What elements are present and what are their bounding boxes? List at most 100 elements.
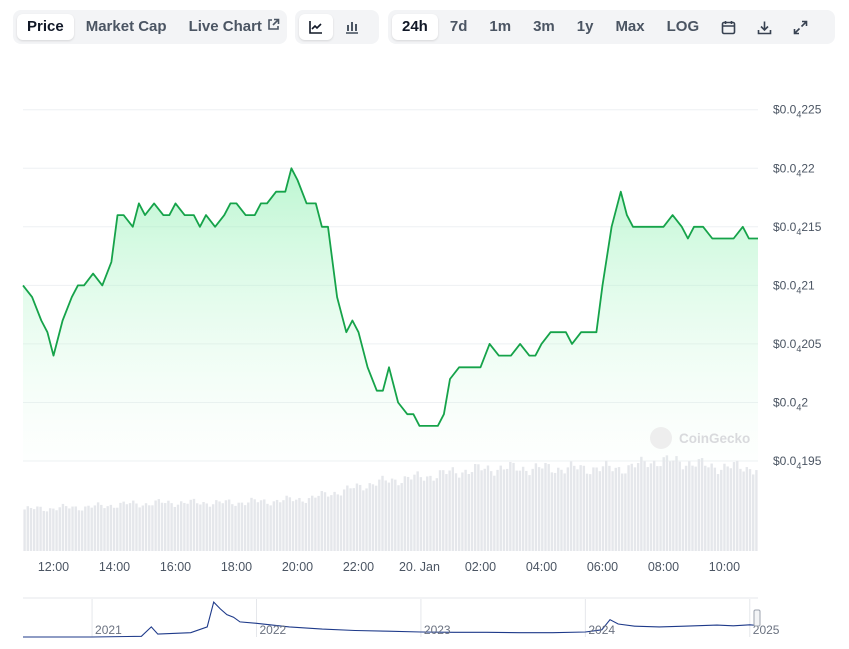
line-chart-button[interactable] [299, 14, 333, 40]
range-7d-label: 7d [449, 18, 468, 35]
volume-bar [167, 500, 170, 551]
tab-live-chart-label: Live Chart [188, 18, 262, 35]
range-1y-label: 1y [576, 18, 594, 35]
volume-bar [464, 469, 467, 551]
volume-bar [611, 471, 614, 551]
volume-bar [349, 488, 352, 551]
range-1m-button[interactable]: 1m [479, 14, 521, 40]
volume-bar [164, 503, 167, 551]
volume-bar [633, 467, 637, 551]
volume-bar [432, 480, 435, 551]
calendar-button[interactable] [711, 14, 745, 40]
volume-bar [189, 499, 192, 551]
tab-live-chart[interactable]: Live Chart [179, 14, 290, 40]
volume-bar [461, 472, 464, 551]
volume-bar [541, 468, 544, 551]
download-icon [757, 20, 772, 35]
tab-market-cap[interactable]: Market Cap [76, 14, 177, 40]
candlestick-button[interactable] [335, 14, 369, 40]
volume-bar [240, 502, 244, 551]
volume-bar [288, 497, 292, 551]
volume-bar [279, 502, 282, 551]
watermark-text: CoinGecko [679, 431, 750, 446]
volume-bar [333, 491, 336, 551]
range-3m-button[interactable]: 3m [523, 14, 565, 40]
volume-bar [528, 475, 531, 551]
volume-bar [48, 508, 52, 551]
volume-bar [659, 466, 662, 551]
volume-bar [135, 503, 138, 551]
volume-bar [36, 506, 39, 551]
volume-bar [608, 465, 611, 551]
volume-bar [745, 467, 749, 551]
log-scale-button[interactable]: LOG [657, 14, 710, 40]
x-tick-label: 22:00 [343, 560, 374, 574]
y-tick-prefix: $0.0 [773, 220, 797, 234]
volume-bar [515, 470, 518, 551]
volume-bar [259, 500, 263, 551]
volume-bar [109, 504, 113, 551]
y-tick-sub: 4 [796, 285, 801, 295]
y-tick-suffix: 21 [801, 278, 815, 292]
volume-bar [742, 471, 745, 551]
volume-bar [684, 465, 688, 551]
x-tick-label: 06:00 [587, 560, 618, 574]
navigator-overview[interactable]: 2021 2022 2023 2024 2025 [23, 597, 780, 638]
volume-bar [221, 503, 224, 551]
tab-price[interactable]: Price [17, 14, 74, 40]
volume-bar [480, 470, 483, 551]
volume-bar [208, 506, 212, 551]
volume-bar [52, 508, 55, 551]
volume-bar [454, 473, 458, 551]
navigator-handle[interactable] [753, 609, 761, 627]
volume-bar [215, 500, 218, 551]
y-tick-suffix: 205 [801, 337, 821, 351]
volume-bar [426, 476, 429, 551]
volume-bar [569, 461, 573, 551]
volume-bar [537, 467, 541, 551]
volume-bar [630, 463, 633, 551]
volume-bar [291, 501, 295, 551]
navigator-year-label: 2025 [753, 623, 780, 637]
range-24h-button[interactable]: 24h [392, 14, 438, 40]
volume-bar [374, 485, 378, 551]
volume-bar [397, 485, 400, 551]
volume-bar [179, 501, 183, 551]
y-tick-sub: 4 [796, 461, 801, 471]
volume-bar [227, 499, 231, 551]
volume-bar [128, 503, 132, 551]
volume-bar [627, 465, 630, 551]
volume-bar [314, 497, 317, 551]
price-area [23, 168, 758, 462]
volume-bar [553, 472, 557, 551]
volume-bar [595, 467, 598, 551]
volume-bar [512, 462, 515, 551]
volume-bar [45, 511, 49, 551]
volume-bar [211, 504, 215, 551]
volume-bar [202, 502, 205, 551]
volume-bar [307, 498, 311, 551]
calendar-icon [721, 20, 736, 35]
range-1y-button[interactable]: 1y [567, 14, 604, 40]
volume-bar [729, 468, 733, 551]
volume-bar [662, 457, 665, 551]
volume-bar [192, 498, 196, 551]
navigator-year-label: 2022 [259, 623, 286, 637]
volume-bar [365, 488, 368, 551]
volume-bar [509, 461, 512, 551]
volume-bar [173, 506, 176, 551]
volume-bar [84, 506, 87, 551]
volume-bar [141, 505, 145, 551]
navigator-year-label: 2021 [95, 623, 122, 637]
volume-bar [93, 505, 97, 551]
volume-bar [378, 479, 381, 551]
volume-bar [304, 502, 308, 551]
download-button[interactable] [747, 14, 781, 40]
range-max-button[interactable]: Max [605, 14, 654, 40]
navigator-line [23, 601, 759, 638]
volume-bar [755, 470, 758, 551]
fullscreen-button[interactable] [783, 14, 817, 40]
range-7d-button[interactable]: 7d [440, 14, 478, 40]
y-tick-sub: 4 [796, 168, 801, 178]
